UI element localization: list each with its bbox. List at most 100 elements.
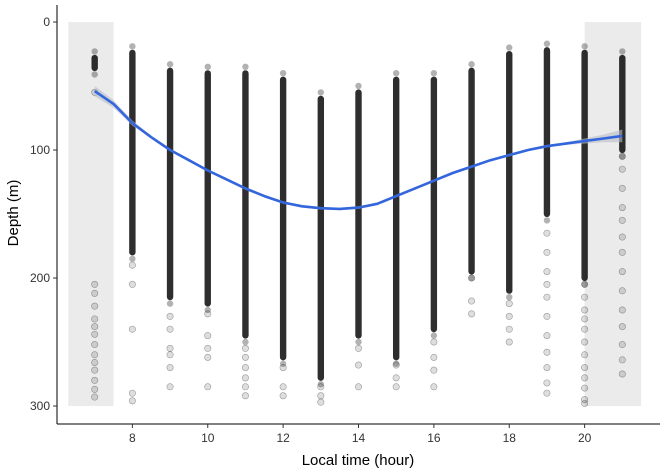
dense-edge-point — [581, 43, 588, 50]
scatter-point — [543, 248, 551, 256]
scatter-point — [543, 348, 551, 356]
scatter-point — [91, 302, 99, 310]
dense-edge-point — [506, 294, 513, 301]
scatter-point — [91, 358, 99, 366]
night-shade-0 — [68, 22, 114, 406]
scatter-point — [91, 366, 99, 374]
scatter-point — [618, 248, 626, 256]
scatter-point — [468, 274, 476, 282]
scatter-point — [618, 152, 626, 160]
scatter-point — [543, 229, 551, 237]
dense-range-8 — [129, 49, 136, 256]
scatter-point — [543, 379, 551, 387]
dense-edge-point — [392, 70, 400, 77]
scatter-point — [618, 356, 626, 364]
scatter-point — [505, 300, 513, 308]
scatter-point — [543, 389, 551, 397]
scatter-point — [581, 384, 589, 392]
y-axis-title: Depth (m) — [5, 180, 22, 247]
dense-edge-point — [129, 43, 136, 50]
dense-edge-point — [129, 255, 136, 262]
scatter-point — [91, 280, 99, 288]
dense-edge-point — [204, 63, 211, 70]
scatter-point — [354, 344, 362, 352]
scatter-point — [618, 165, 626, 173]
scatter-point — [241, 374, 249, 382]
x-ticks: 8 10 12 14 16 18 20 — [129, 424, 592, 445]
scatter-point — [581, 396, 589, 404]
dense-edge-point — [543, 217, 551, 224]
dense-edge-point — [619, 153, 626, 160]
scatter-point — [204, 332, 212, 340]
dense-edge-point — [355, 82, 362, 90]
dense-range-19 — [543, 47, 551, 217]
scatter-point — [581, 364, 589, 372]
dense-edge-point — [317, 89, 325, 96]
dense-edge-point — [242, 63, 249, 70]
x-axis-title: Local time (hour) — [302, 452, 415, 469]
scatter-point — [317, 398, 325, 406]
scatter-point — [354, 383, 362, 391]
scatter-point — [430, 353, 438, 361]
scatter-point — [581, 351, 589, 359]
dense-range-17 — [468, 67, 475, 275]
scatter-point — [581, 338, 589, 346]
scatter-point — [166, 344, 174, 352]
dense-edge-point — [204, 306, 211, 314]
dense-observation-layer — [91, 40, 626, 388]
dense-range-21 — [619, 54, 626, 154]
scatter-point — [91, 323, 99, 331]
dense-edge-point — [355, 338, 362, 346]
dense-edge-point — [392, 360, 400, 367]
scatter-point — [618, 216, 626, 224]
scatter-points-layer — [91, 88, 626, 407]
scatter-point — [543, 364, 551, 372]
scatter-point — [166, 325, 174, 333]
dense-edge-point — [430, 70, 438, 77]
x-tick-label-20: 20 — [578, 431, 592, 445]
scatter-point — [166, 364, 174, 372]
scatter-point — [618, 323, 626, 331]
scatter-point — [166, 312, 174, 320]
scatter-point — [581, 293, 589, 301]
scatter-point — [204, 344, 212, 352]
dense-range-18 — [506, 51, 513, 294]
y-tick-label-100: 100 — [30, 143, 50, 157]
dense-range-14 — [355, 89, 362, 339]
scatter-point — [392, 374, 400, 382]
night-shading-layer — [68, 22, 642, 406]
scatter-point — [204, 310, 212, 318]
scatter-point — [279, 383, 287, 391]
scatter-point — [618, 233, 626, 241]
scatter-point — [91, 341, 99, 349]
scatter-point — [581, 306, 589, 314]
scatter-point — [618, 370, 626, 378]
scatter-point — [618, 204, 626, 212]
scatter-point — [279, 392, 287, 400]
dense-range-10 — [204, 70, 211, 307]
scatter-point — [468, 297, 476, 305]
dense-edge-point — [468, 61, 475, 68]
dense-edge-point — [91, 71, 98, 78]
scatter-point — [91, 393, 99, 401]
dense-edge-point — [468, 274, 475, 282]
scatter-point — [618, 306, 626, 314]
x-tick-label-14: 14 — [352, 431, 366, 445]
scatter-point — [91, 330, 99, 338]
scatter-point — [543, 332, 551, 340]
dense-edge-point — [581, 281, 588, 288]
scatter-point — [241, 344, 249, 352]
scatter-point — [581, 280, 589, 288]
dense-range-20 — [581, 49, 588, 281]
scatter-point — [581, 399, 589, 407]
dense-range-9 — [166, 67, 174, 301]
y-tick-label-0: 0 — [43, 15, 50, 29]
scatter-point — [91, 376, 99, 384]
x-tick-label-18: 18 — [503, 431, 517, 445]
scatter-point — [241, 353, 249, 361]
y-tick-label-300: 300 — [30, 399, 50, 413]
scatter-point — [128, 397, 136, 405]
dense-edge-point — [279, 70, 287, 77]
scatter-point — [204, 383, 212, 391]
